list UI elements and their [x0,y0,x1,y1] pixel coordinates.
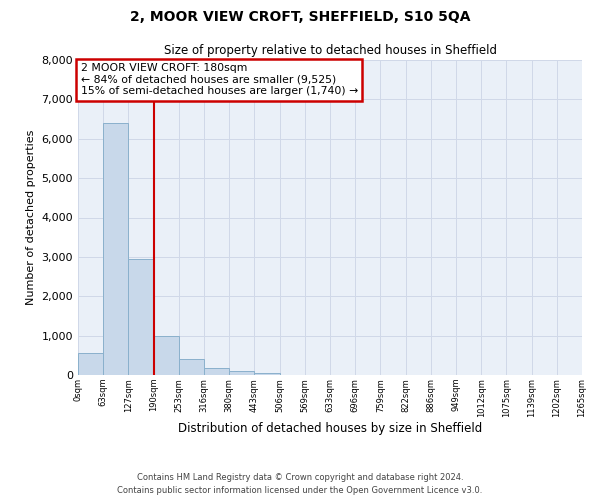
X-axis label: Distribution of detached houses by size in Sheffield: Distribution of detached houses by size … [178,422,482,436]
Bar [154,336,179,375]
Bar [204,368,229,375]
Y-axis label: Number of detached properties: Number of detached properties [26,130,36,305]
Text: Contains HM Land Registry data © Crown copyright and database right 2024.
Contai: Contains HM Land Registry data © Crown c… [118,474,482,495]
Bar [128,259,154,375]
Bar [103,123,128,375]
Text: 2 MOOR VIEW CROFT: 180sqm
← 84% of detached houses are smaller (9,525)
15% of se: 2 MOOR VIEW CROFT: 180sqm ← 84% of detac… [80,63,358,96]
Text: 2, MOOR VIEW CROFT, SHEFFIELD, S10 5QA: 2, MOOR VIEW CROFT, SHEFFIELD, S10 5QA [130,10,470,24]
Bar [179,359,204,375]
Bar [78,354,103,375]
Bar [229,371,254,375]
Title: Size of property relative to detached houses in Sheffield: Size of property relative to detached ho… [163,44,497,58]
Bar [254,372,280,375]
